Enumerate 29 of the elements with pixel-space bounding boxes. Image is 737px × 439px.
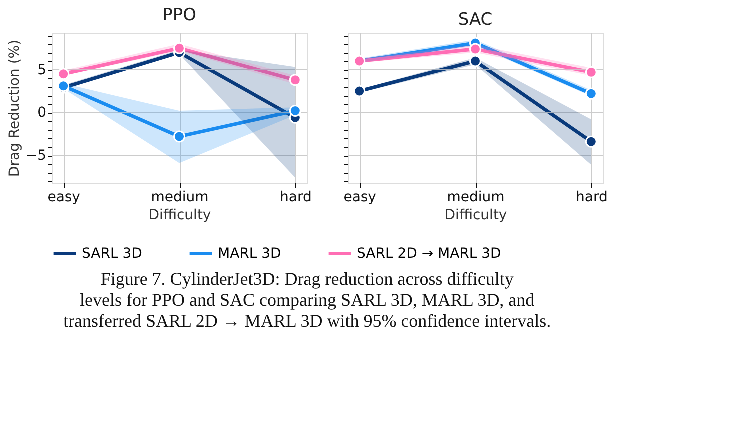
point	[289, 105, 302, 117]
point	[354, 85, 366, 98]
y-tick-label: 0	[38, 105, 46, 122]
chart-title: PPO	[162, 6, 196, 26]
point	[289, 74, 302, 86]
legend-label: SARL 2D → MARL 3D	[357, 246, 502, 262]
point	[174, 42, 186, 54]
x-tick-label: easy	[48, 190, 80, 206]
point	[470, 55, 482, 68]
x-axis-title: Difficulty	[148, 208, 212, 224]
point	[58, 68, 70, 80]
point	[585, 66, 598, 78]
x-axis-title: Difficulty	[444, 208, 508, 224]
legend-label: MARL 3D	[218, 246, 282, 262]
chart-title: SAC	[458, 10, 493, 30]
x-tick-label: easy	[344, 190, 376, 206]
point	[174, 130, 186, 143]
point	[470, 43, 482, 56]
x-tick-label: hard	[576, 190, 608, 206]
point	[585, 136, 598, 148]
point	[585, 88, 598, 100]
y-axis-title: Drag Reduction (%)	[6, 40, 23, 178]
x-tick-label: medium	[151, 190, 209, 206]
y-tick-label: 5	[38, 62, 46, 78]
y-tick-label: −5	[26, 148, 46, 164]
x-tick-label: medium	[447, 190, 505, 206]
legend-label: SARL 3D	[82, 246, 142, 262]
x-tick-label: hard	[280, 190, 312, 206]
caption: Figure 7. CylinderJet3D: Drag reduction across difficulty levels for PPO and SAC comparing SARL 3D, MARL 3D, and transferred SARL 2D → MARL 3D with 95% confidence intervals.	[64, 269, 552, 331]
